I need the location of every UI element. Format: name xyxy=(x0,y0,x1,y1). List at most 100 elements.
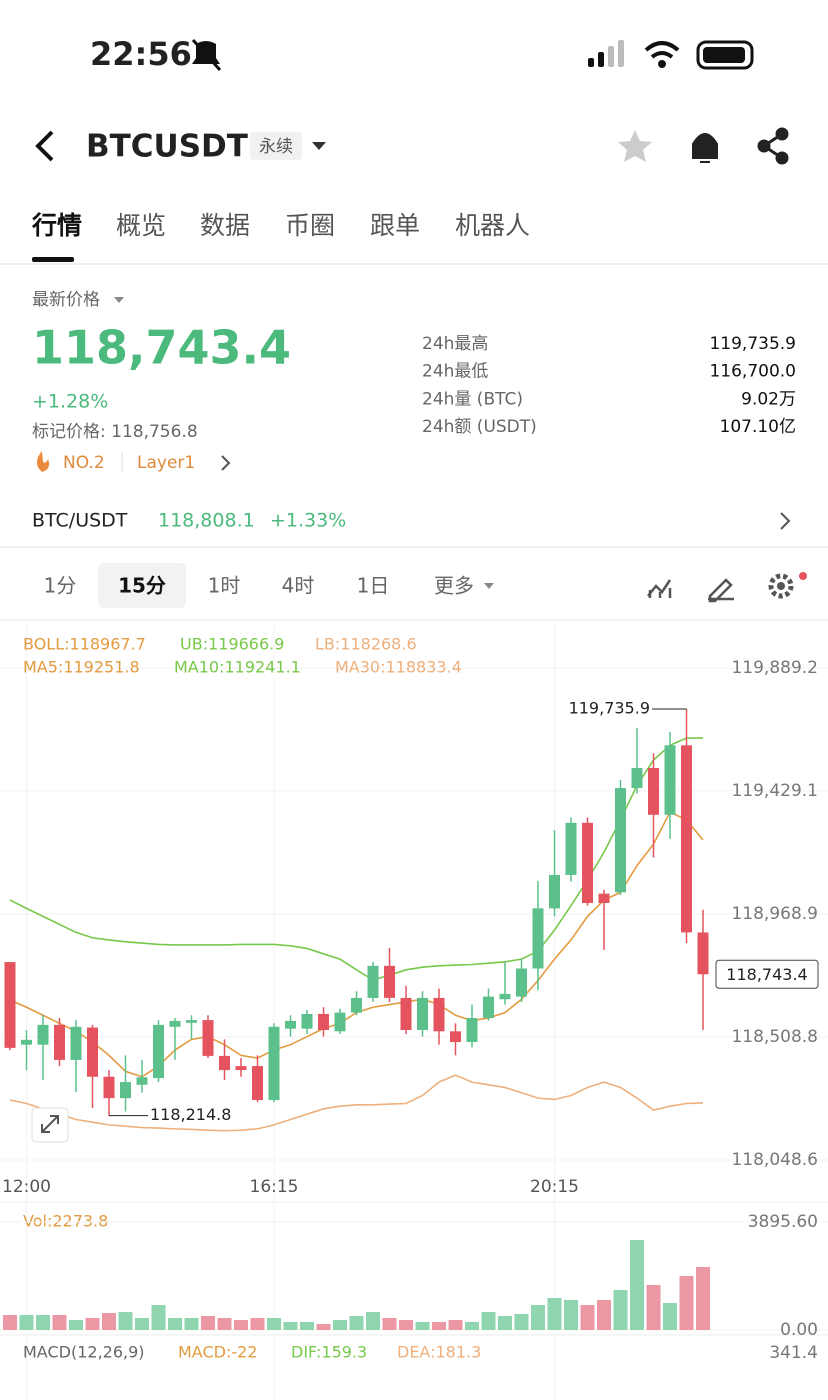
latest-price-label[interactable]: 最新价格 xyxy=(32,290,100,310)
indicator-label: LB:118268.6 xyxy=(315,635,417,654)
last-price: 118,743.4 xyxy=(32,321,291,375)
candle-body xyxy=(318,1013,329,1030)
candle-body xyxy=(499,993,511,1000)
symbol-dropdown[interactable] xyxy=(312,142,326,150)
macd-top-tick: 341.4 xyxy=(769,1343,818,1363)
volume-bar xyxy=(663,1302,677,1330)
candle-body xyxy=(70,1026,82,1060)
stat-value: 116,700.0 xyxy=(709,362,796,382)
y-tick-label: 118,968.9 xyxy=(731,904,818,924)
volume-bar xyxy=(498,1315,512,1330)
candle-body xyxy=(21,1039,32,1045)
volume-bar xyxy=(283,1321,298,1330)
tab[interactable]: 机器人 xyxy=(455,211,530,240)
kline-chart: 119,889.2 119,429.1 118,968.9 118,508.8 118,… xyxy=(0,625,828,1400)
candle-body xyxy=(252,1066,263,1101)
contract-tag: 永续 xyxy=(259,137,293,157)
symbol[interactable]: BTCUSDT xyxy=(86,129,248,165)
interval[interactable]: 更多 xyxy=(434,574,474,598)
sector[interactable]: Layer1 xyxy=(137,453,195,473)
volume-bar xyxy=(448,1319,463,1330)
indicator-label: UB:119666.9 xyxy=(180,635,284,654)
dropdown xyxy=(114,297,124,303)
indicator-line xyxy=(9,1074,704,1132)
y-tick-label: 118,048.6 xyxy=(731,1150,818,1170)
tab[interactable]: 行情 xyxy=(31,211,82,240)
candle-body xyxy=(120,1082,131,1099)
candle-body xyxy=(417,997,428,1030)
interval[interactable]: 1时 xyxy=(208,574,241,598)
volume-bar xyxy=(630,1240,644,1330)
volume-bar xyxy=(646,1285,661,1330)
tab-indicator xyxy=(32,257,74,262)
rank[interactable]: NO.2 xyxy=(63,453,105,473)
candle-body xyxy=(697,932,709,975)
stat-value: 107.10亿 xyxy=(720,417,796,437)
candle-body xyxy=(351,997,362,1013)
favorite-button[interactable] xyxy=(618,130,652,162)
tab[interactable]: 概览 xyxy=(116,211,166,240)
volume-bar xyxy=(696,1266,710,1330)
volume-bar xyxy=(184,1317,199,1330)
dropdown xyxy=(484,583,494,589)
volume-bar xyxy=(201,1315,215,1330)
tab[interactable]: 数据 xyxy=(200,211,250,240)
draw-button[interactable] xyxy=(708,578,734,603)
candle-body xyxy=(681,745,692,933)
back-button[interactable] xyxy=(35,130,54,162)
candle-body xyxy=(400,997,412,1030)
spot-change: +1.33% xyxy=(270,510,346,532)
volume-bar xyxy=(349,1315,364,1330)
x-tick-label: 16:15 xyxy=(250,1177,299,1197)
candle-body xyxy=(87,1027,98,1077)
volume-bar xyxy=(135,1317,149,1330)
candle-body xyxy=(186,1020,197,1023)
settings-button[interactable] xyxy=(768,572,807,599)
interval-selected-bg xyxy=(98,563,186,608)
candle-body xyxy=(219,1055,230,1071)
y-tick-label: 118,508.8 xyxy=(731,1027,818,1047)
volume-bar xyxy=(316,1324,331,1330)
tab[interactable]: 跟单 xyxy=(370,211,420,240)
candle-body xyxy=(4,962,16,1048)
candle-body xyxy=(301,1013,313,1029)
interval[interactable]: 1分 xyxy=(44,574,77,598)
alert-button[interactable] xyxy=(692,133,718,163)
signal-icon xyxy=(588,40,624,67)
tab[interactable]: 币圈 xyxy=(285,211,335,240)
candle-body xyxy=(664,745,676,815)
interval[interactable]: 1日 xyxy=(357,574,390,598)
volume-label: Vol:2273.8 xyxy=(23,1212,108,1231)
volume-bar xyxy=(679,1275,694,1330)
macd-label: DIF:159.3 xyxy=(291,1343,367,1362)
interval[interactable]: 15分 xyxy=(118,574,166,598)
candle-body xyxy=(532,908,544,969)
indicator-button[interactable] xyxy=(647,579,672,598)
volume-bar xyxy=(333,1319,347,1330)
candle-body xyxy=(334,1012,346,1032)
volume-bar xyxy=(250,1317,265,1330)
volume-bar xyxy=(52,1315,67,1330)
candle-body xyxy=(466,1017,478,1043)
last-price-tag xyxy=(715,959,819,989)
volume-bar xyxy=(547,1298,562,1330)
share-button[interactable] xyxy=(757,127,789,165)
interval[interactable]: 4时 xyxy=(282,574,315,598)
volume-bar xyxy=(580,1304,595,1330)
volume-bar xyxy=(217,1317,232,1330)
volume-bar xyxy=(399,1319,413,1330)
volume-bar xyxy=(597,1300,611,1330)
tag-bg xyxy=(250,132,302,160)
fullscreen-button[interactable] xyxy=(31,1107,69,1143)
volume-bar xyxy=(531,1304,545,1330)
volume-bar xyxy=(432,1321,446,1330)
chevron[interactable] xyxy=(780,512,791,530)
candle-body xyxy=(103,1076,115,1099)
volume-bar xyxy=(382,1317,397,1330)
indicator-label: MA10:119241.1 xyxy=(174,658,301,677)
spot-price: 118,808.1 xyxy=(158,510,255,532)
indicator-label: BOLL:118967.7 xyxy=(23,635,146,654)
spot-pair[interactable]: BTC/USDT xyxy=(32,510,128,532)
